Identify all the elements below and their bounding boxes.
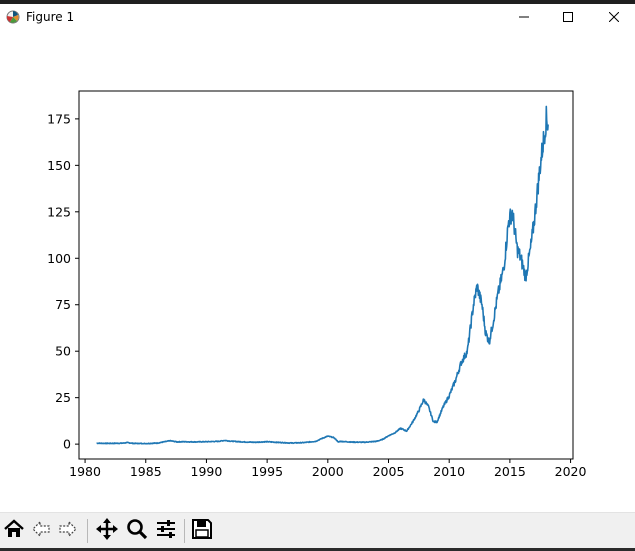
y-tick-label: 0 (63, 437, 71, 452)
price-series-line (96, 105, 549, 445)
minimize-button[interactable] (501, 4, 547, 30)
taskbar-strip (0, 548, 635, 551)
home-button[interactable] (1, 518, 27, 544)
pan-button[interactable] (94, 518, 120, 544)
x-tick-label: 1995 (251, 464, 283, 479)
y-tick-label: 25 (55, 390, 71, 405)
figure-canvas[interactable]: 1980 1985 1990 1995 2000 2005 2010 2015 2020 0 25… (0, 30, 635, 512)
y-tick-label: 75 (55, 297, 71, 312)
line-chart: 1980 1985 1990 1995 2000 2005 2010 2015 2020 0 25… (47, 90, 587, 479)
toolbar-separator (87, 519, 88, 543)
configure-subplots-button[interactable] (153, 518, 179, 544)
x-tick-label: 2010 (433, 464, 465, 479)
maximize-icon (563, 12, 573, 22)
plot-area-frame (78, 90, 574, 460)
maximize-button[interactable] (545, 4, 591, 30)
close-icon (609, 12, 619, 22)
zoom-icon (126, 518, 148, 544)
x-tick-label: 2020 (555, 464, 587, 479)
configure-subplots-icon (155, 518, 177, 544)
y-tick-label: 150 (47, 158, 71, 173)
x-tick-label: 2000 (312, 464, 344, 479)
forward-icon (57, 518, 79, 544)
y-tick-label: 50 (55, 344, 71, 359)
x-tick-label: 1990 (191, 464, 223, 479)
y-tick-label: 100 (47, 251, 71, 266)
x-axis: 1980 1985 1990 1995 2000 2005 2010 2015 2020 (69, 459, 587, 479)
x-tick-label: 2005 (373, 464, 405, 479)
zoom-button[interactable] (124, 518, 150, 544)
navigation-toolbar (0, 512, 635, 549)
x-tick-label: 2015 (494, 464, 526, 479)
home-icon (3, 518, 25, 544)
forward-button[interactable] (55, 518, 81, 544)
pan-icon (96, 518, 118, 544)
window-title: Figure 1 (26, 10, 75, 24)
back-icon (30, 518, 52, 544)
close-button[interactable] (591, 4, 635, 30)
y-tick-label: 125 (47, 204, 71, 219)
matplotlib-app-icon (5, 9, 21, 25)
save-icon (191, 518, 213, 544)
y-axis: 0 25 50 75 100 125 150 175 (47, 111, 79, 452)
title-bar: Figure 1 (0, 4, 635, 30)
save-button[interactable] (189, 518, 215, 544)
minimize-icon (519, 12, 529, 22)
toolbar-separator (184, 519, 185, 543)
desktop-strip (0, 0, 635, 4)
x-tick-label: 1985 (130, 464, 162, 479)
back-button[interactable] (28, 518, 54, 544)
x-tick-label: 1980 (69, 464, 101, 479)
y-tick-label: 175 (47, 111, 71, 126)
